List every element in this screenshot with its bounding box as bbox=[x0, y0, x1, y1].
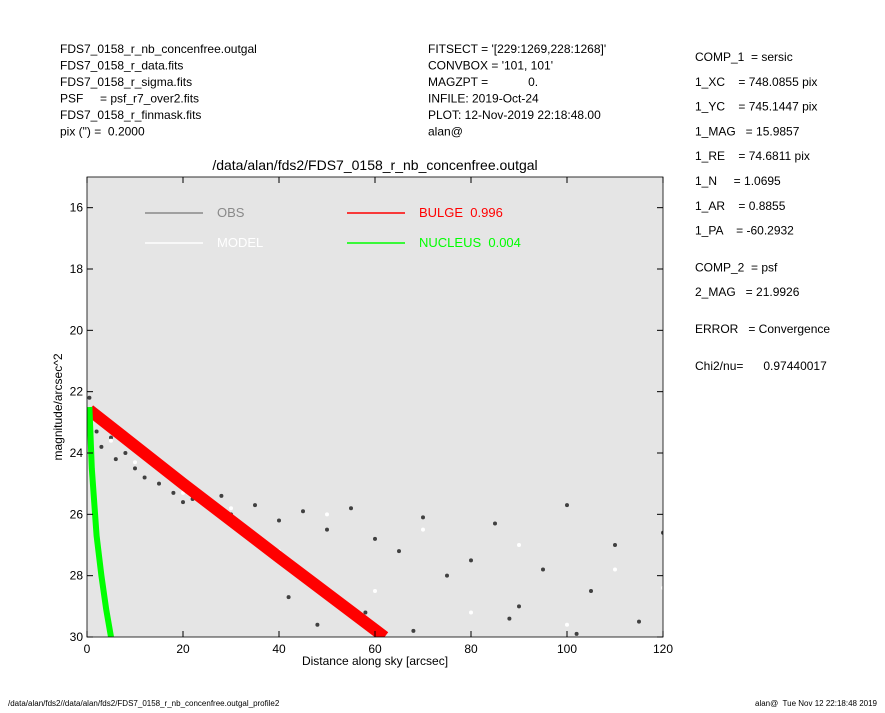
data-point bbox=[613, 543, 617, 547]
data-point bbox=[613, 567, 617, 572]
data-point bbox=[109, 438, 113, 443]
data-point bbox=[517, 543, 521, 547]
x-tick-label: 120 bbox=[653, 642, 673, 656]
header-line: FDS7_0158_r_nb_concenfree.outgal bbox=[60, 42, 257, 56]
data-point bbox=[507, 616, 512, 621]
data-point bbox=[661, 585, 663, 590]
profile-line bbox=[87, 405, 389, 637]
data-point bbox=[301, 509, 305, 514]
y-tick-label: 28 bbox=[70, 569, 84, 583]
data-point bbox=[411, 628, 416, 633]
data-point bbox=[637, 619, 641, 624]
y-tick-label: 22 bbox=[70, 385, 84, 399]
data-point bbox=[286, 595, 291, 600]
data-point bbox=[565, 622, 569, 627]
header-line: FDS7_0158_r_finmask.fits bbox=[60, 108, 201, 122]
header-line: CONVBOX = '101, 101' bbox=[428, 59, 553, 73]
header-line: PSF = psf_r7_over2.fits bbox=[60, 92, 199, 106]
data-point bbox=[157, 481, 161, 486]
data-point bbox=[142, 475, 147, 480]
data-point bbox=[219, 493, 224, 498]
param-line: 1_AR = 0.8855 bbox=[695, 199, 786, 213]
data-point bbox=[397, 549, 401, 554]
data-point bbox=[325, 512, 329, 517]
plot-area bbox=[87, 177, 663, 637]
param-line: 1_MAG = 15.9857 bbox=[695, 124, 800, 138]
data-point bbox=[373, 536, 377, 541]
data-point bbox=[469, 610, 473, 615]
data-point bbox=[445, 573, 449, 578]
data-point bbox=[325, 527, 329, 532]
x-tick-label: 80 bbox=[464, 642, 478, 656]
header-line: MAGZPT = 0. bbox=[428, 75, 538, 89]
footer-left: /data/alan/fds2//data/alan/fds2/FDS7_015… bbox=[8, 699, 280, 708]
data-point bbox=[469, 558, 473, 563]
data-point bbox=[363, 610, 368, 615]
header-line: INFILE: 2019-Oct-24 bbox=[428, 92, 539, 106]
param-line: 2_MAG = 21.9926 bbox=[695, 285, 800, 299]
data-point bbox=[99, 444, 104, 449]
x-tick-label: 100 bbox=[557, 642, 577, 656]
param-line: Chi2/nu= 0.97440017 bbox=[695, 359, 827, 373]
data-point bbox=[113, 457, 118, 462]
data-point bbox=[171, 490, 176, 495]
data-point bbox=[94, 429, 99, 434]
x-tick-label: 60 bbox=[368, 642, 382, 656]
data-point bbox=[315, 622, 320, 627]
header-line: FDS7_0158_r_data.fits bbox=[60, 59, 183, 73]
param-line: 1_XC = 748.0855 pix bbox=[695, 75, 817, 89]
x-axis-label: Distance along sky [arcsec] bbox=[302, 654, 448, 668]
data-point bbox=[133, 466, 137, 471]
data-point bbox=[277, 518, 281, 523]
data-point bbox=[421, 527, 425, 532]
data-point bbox=[493, 521, 497, 526]
data-point bbox=[87, 395, 92, 400]
data-point bbox=[517, 604, 521, 609]
y-tick-label: 26 bbox=[70, 507, 84, 521]
param-line: 1_N = 1.0695 bbox=[695, 174, 781, 188]
y-tick-label: 16 bbox=[70, 201, 84, 215]
legend-label: MODEL bbox=[217, 235, 263, 250]
data-point bbox=[574, 631, 579, 636]
data-point bbox=[421, 515, 425, 520]
param-line: 1_RE = 74.6811 pix bbox=[695, 149, 810, 163]
data-point bbox=[133, 460, 137, 465]
legend-label: OBS bbox=[217, 205, 245, 220]
x-tick-label: 0 bbox=[84, 642, 91, 656]
param-line: COMP_2 = psf bbox=[695, 260, 778, 274]
data-point bbox=[589, 589, 593, 593]
header-line: FITSECT = '[229:1269,228:1268]' bbox=[428, 42, 606, 56]
legend-label: NUCLEUS 0.004 bbox=[419, 235, 521, 250]
header-line: alan@ bbox=[428, 125, 463, 139]
x-tick-label: 40 bbox=[272, 642, 286, 656]
param-line: COMP_1 = sersic bbox=[695, 50, 793, 64]
data-point bbox=[229, 506, 233, 511]
data-point bbox=[123, 451, 128, 455]
data-point bbox=[661, 530, 663, 535]
data-point bbox=[373, 589, 377, 593]
data-point bbox=[253, 503, 257, 508]
y-tick-label: 24 bbox=[70, 446, 84, 460]
y-tick-label: 18 bbox=[70, 262, 84, 276]
header-line: PLOT: 12-Nov-2019 22:18:48.00 bbox=[428, 108, 601, 122]
data-point bbox=[109, 435, 113, 440]
y-tick-label: 20 bbox=[70, 323, 84, 337]
data-point bbox=[349, 506, 353, 511]
header-line: pix (") = 0.2000 bbox=[60, 125, 145, 139]
footer-right: alan@ Tue Nov 12 22:18:48 2019 bbox=[755, 699, 878, 708]
legend-label: BULGE 0.996 bbox=[419, 205, 503, 220]
param-line: 1_YC = 745.1447 pix bbox=[695, 100, 817, 114]
param-line: 1_PA = -60.2932 bbox=[695, 224, 794, 238]
profile-line bbox=[87, 406, 114, 637]
chart-title: /data/alan/fds2/FDS7_0158_r_nb_concenfre… bbox=[212, 157, 537, 173]
y-axis-label: magnitude/arcsec^2 bbox=[51, 353, 65, 460]
param-line: ERROR = Convergence bbox=[695, 322, 830, 336]
data-point bbox=[181, 500, 185, 505]
y-tick-label: 30 bbox=[70, 630, 84, 644]
data-point bbox=[541, 567, 545, 572]
header-line: FDS7_0158_r_sigma.fits bbox=[60, 75, 192, 89]
x-tick-label: 20 bbox=[176, 642, 190, 656]
data-point bbox=[565, 503, 569, 508]
